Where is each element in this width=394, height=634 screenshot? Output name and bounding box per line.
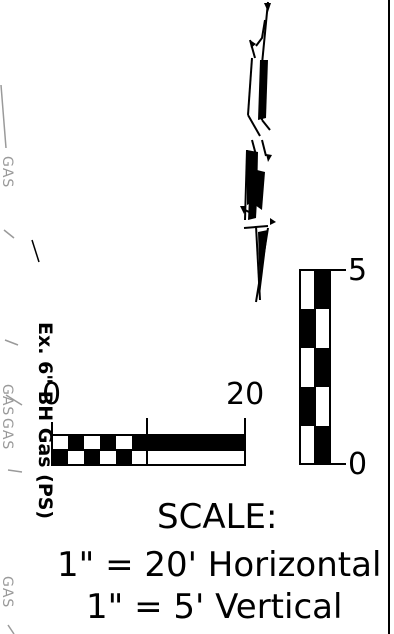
scale-title: SCALE: xyxy=(157,497,278,537)
gas-label: GAS xyxy=(0,418,15,451)
pipe-leader-line xyxy=(31,239,40,263)
gas-label: GAS xyxy=(0,576,15,609)
vertical-scale-bottom-label: 0 xyxy=(348,447,368,482)
gas-label: GAS xyxy=(0,156,15,189)
horizontal-scale-end-label: 20 xyxy=(226,377,265,412)
gas-label: GAS xyxy=(0,384,15,417)
gas-line xyxy=(0,84,23,634)
horizontal-scale-start-label: 0 xyxy=(42,377,62,412)
horizontal-scale-bar xyxy=(51,418,246,466)
pipe-arrowheads xyxy=(240,3,276,225)
pipe-profile-fill xyxy=(247,60,268,295)
vertical-scale-text: 1" = 5' Vertical xyxy=(86,587,343,627)
vertical-scale-top-label: 5 xyxy=(348,253,368,288)
vertical-scale-bar xyxy=(299,269,346,465)
horizontal-scale-text: 1" = 20' Horizontal xyxy=(57,545,382,585)
pipe-label: Ex. 6" BH Gas (PS) xyxy=(34,322,56,520)
